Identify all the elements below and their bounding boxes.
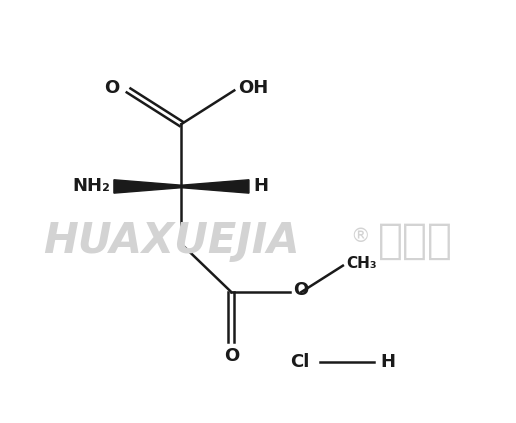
Text: CH₃: CH₃ <box>346 256 377 271</box>
Text: H: H <box>253 178 268 195</box>
Text: HUAXUEJIA: HUAXUEJIA <box>44 220 300 262</box>
Text: H: H <box>380 353 395 371</box>
Polygon shape <box>182 180 249 193</box>
Polygon shape <box>114 180 182 193</box>
Text: NH₂: NH₂ <box>72 178 110 195</box>
Text: O: O <box>224 347 239 365</box>
Text: ®: ® <box>350 227 369 246</box>
Text: O: O <box>104 80 119 97</box>
Text: OH: OH <box>238 80 269 97</box>
Text: Cl: Cl <box>289 353 309 371</box>
Text: 化学加: 化学加 <box>378 220 453 262</box>
Text: O: O <box>293 281 309 299</box>
